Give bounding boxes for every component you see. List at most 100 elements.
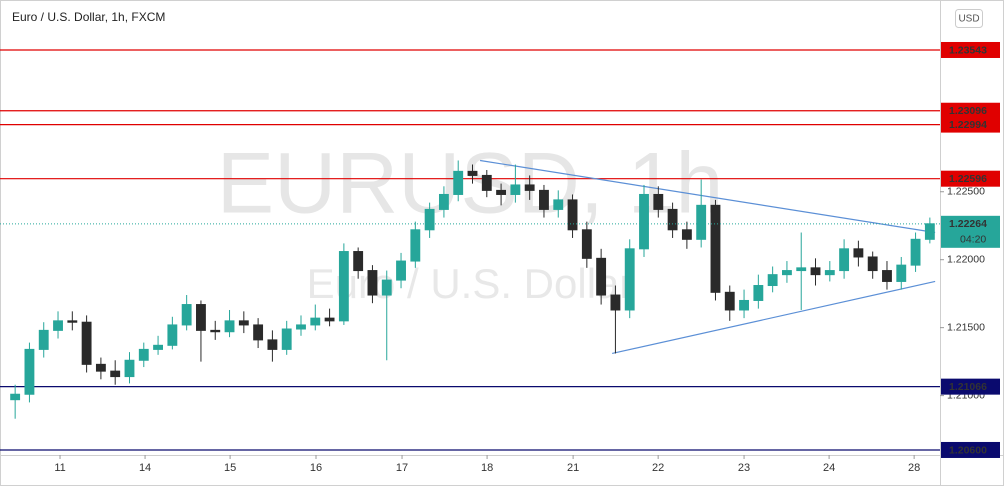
candle-body xyxy=(181,304,192,326)
watermark-text: EURUSD, 1h xyxy=(217,136,724,232)
candle-body xyxy=(896,264,907,282)
currency-button[interactable] xyxy=(955,9,983,28)
candle-body xyxy=(696,204,707,240)
candle-body xyxy=(453,170,464,195)
candle-body xyxy=(824,270,835,276)
y-tick-label: 1.22000 xyxy=(947,253,985,265)
x-tick-label: 15 xyxy=(224,462,236,474)
candle-body xyxy=(138,348,149,361)
y-tick-label: 1.22500 xyxy=(947,186,985,198)
level-label: 1.21066 xyxy=(949,381,987,393)
level-label: 1.22596 xyxy=(949,173,987,185)
candle-body xyxy=(596,257,607,296)
candle-body xyxy=(396,260,406,281)
candle-body xyxy=(782,270,792,276)
candle-body xyxy=(667,208,678,231)
candle-body xyxy=(67,320,78,323)
candle-body xyxy=(95,363,106,372)
candle-body xyxy=(253,324,264,341)
level-label-box xyxy=(941,170,1000,187)
level-label: 1.22994 xyxy=(949,119,987,131)
candle-body xyxy=(739,299,749,311)
last-price-label: 1.22264 xyxy=(949,218,987,230)
level-label: 1.20600 xyxy=(949,444,987,456)
candle-body xyxy=(639,193,649,250)
candle-body xyxy=(624,248,635,311)
candle-body xyxy=(539,189,549,210)
candle-body xyxy=(24,348,35,395)
candle-body xyxy=(338,251,349,322)
candle-body xyxy=(796,267,807,272)
candle-body xyxy=(681,229,692,240)
candle-body xyxy=(839,248,850,272)
x-tick-label: 22 xyxy=(652,462,664,474)
candle-body xyxy=(710,204,721,293)
candle-body xyxy=(367,270,378,296)
candle-body xyxy=(324,317,335,322)
level-label-box xyxy=(941,116,1000,133)
level-label-box xyxy=(941,41,1000,58)
level-label-box xyxy=(941,441,1000,458)
level-label-box xyxy=(941,102,1000,119)
candle-body xyxy=(353,251,364,272)
candle-body xyxy=(496,189,507,195)
candle-body xyxy=(410,229,421,262)
trend-line xyxy=(479,159,936,234)
currency-label[interactable]: USD xyxy=(958,14,979,25)
candle-body xyxy=(567,199,578,231)
candle-body xyxy=(38,329,49,350)
countdown: 04:20 xyxy=(960,234,986,246)
x-tick-label: 14 xyxy=(139,462,151,474)
candle-body xyxy=(296,324,306,330)
candle-body xyxy=(481,174,492,191)
candle-body xyxy=(224,320,235,333)
candle-body xyxy=(238,320,249,326)
candle-body xyxy=(110,370,121,378)
candle-body xyxy=(753,285,764,301)
x-tick-label: 16 xyxy=(310,462,322,474)
level-label: 1.23096 xyxy=(949,105,987,117)
candle-body xyxy=(882,270,892,282)
candle-body xyxy=(210,329,221,333)
candle-body xyxy=(281,328,292,350)
candle-body xyxy=(10,393,21,401)
level-label-box xyxy=(941,378,1000,395)
candle-body xyxy=(910,238,921,266)
candle-body xyxy=(810,267,821,276)
candle-body xyxy=(581,229,592,259)
candle-body xyxy=(553,199,564,210)
candle-body xyxy=(724,291,735,311)
candle-body xyxy=(610,294,621,311)
x-tick-label: 28 xyxy=(908,462,920,474)
candle-body xyxy=(424,208,435,231)
candle-body xyxy=(53,320,63,331)
y-tick-label: 1.21500 xyxy=(947,321,985,333)
candle-body xyxy=(167,324,178,346)
watermark: EURUSD, 1h Euro / U.S. Dollar xyxy=(217,136,724,307)
x-tick-label: 17 xyxy=(396,462,408,474)
candle-body xyxy=(310,317,321,326)
candle-body xyxy=(524,184,535,191)
candle-body xyxy=(767,274,778,287)
candle-body xyxy=(853,248,864,258)
x-tick-label: 18 xyxy=(481,462,493,474)
candle-body xyxy=(653,193,664,210)
trend-line xyxy=(612,280,936,355)
candle-body xyxy=(153,344,163,350)
last-price-box xyxy=(941,215,1000,248)
x-tick-label: 11 xyxy=(54,462,65,474)
candle-body xyxy=(381,279,392,296)
x-tick-label: 24 xyxy=(823,462,835,474)
candle-body xyxy=(924,223,935,240)
candle-body xyxy=(510,184,521,195)
chart-title: Euro / U.S. Dollar, 1h, FXCM xyxy=(12,10,165,24)
candle-body xyxy=(124,359,135,378)
candle-body xyxy=(81,321,92,365)
x-tick-label: 21 xyxy=(567,462,579,474)
candle-body xyxy=(467,170,478,176)
x-tick-label: 23 xyxy=(738,462,750,474)
level-label: 1.23543 xyxy=(949,44,987,56)
candle-body xyxy=(438,193,449,210)
